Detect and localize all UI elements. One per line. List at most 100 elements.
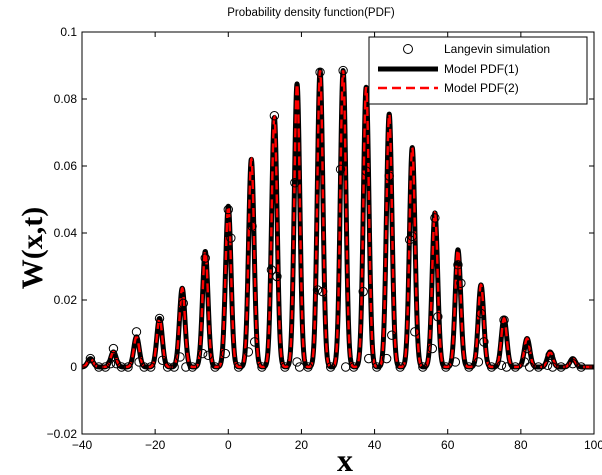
y-tick-label: 0.06 — [54, 159, 78, 173]
langevin-marker — [576, 362, 586, 372]
langevin-marker — [303, 362, 313, 372]
langevin-marker — [181, 362, 191, 372]
langevin-marker — [111, 358, 122, 369]
langevin-marker — [131, 327, 142, 337]
langevin-marker — [108, 343, 119, 354]
x-tick-label: 0 — [225, 438, 232, 452]
langevin-marker — [100, 362, 111, 372]
langevin-marker — [290, 178, 300, 188]
langevin-marker — [522, 343, 532, 354]
langevin-marker — [453, 260, 463, 270]
langevin-marker — [249, 337, 260, 347]
y-axis-label-group: W(x,t) — [16, 207, 49, 289]
langevin-marker — [223, 204, 233, 215]
langevin-marker — [364, 353, 374, 364]
y-tick-label: 0.04 — [54, 226, 78, 240]
langevin-marker — [325, 362, 336, 372]
x-tick-label: −20 — [145, 438, 166, 452]
series-model-pdf2-line — [82, 70, 594, 369]
langevin-marker — [464, 362, 474, 372]
langevin-marker — [220, 348, 231, 359]
legend-entry-label: Langevin simulation — [444, 42, 550, 56]
langevin-marker — [395, 362, 405, 372]
y-tick-label: 0.08 — [54, 92, 78, 106]
langevin-marker — [315, 67, 325, 77]
y-tick-label: 0 — [70, 360, 77, 374]
langevin-marker — [187, 362, 198, 372]
langevin-marker — [358, 286, 368, 297]
data-layer — [82, 65, 594, 372]
y-tick-label: −0.02 — [47, 427, 78, 441]
legend: Langevin simulation Model PDF(1) Model PDF… — [368, 36, 588, 105]
langevin-marker — [340, 362, 351, 372]
langevin-marker — [85, 353, 96, 364]
x-axis-label: x — [337, 442, 353, 475]
langevin-marker — [338, 65, 348, 76]
langevin-marker — [139, 362, 149, 372]
langevin-marker — [387, 330, 397, 340]
langevin-marker — [178, 298, 189, 309]
langevin-marker — [157, 355, 168, 365]
langevin-marker — [407, 231, 417, 242]
langevin-marker — [226, 233, 236, 243]
langevin-marker — [404, 235, 415, 245]
x-tick-label: 100 — [584, 438, 602, 452]
langevin-marker — [272, 271, 282, 282]
langevin-marker — [473, 357, 484, 367]
y-tick-label: 0.1 — [60, 25, 77, 39]
langevin-marker — [210, 362, 220, 372]
langevin-marker — [479, 337, 489, 347]
legend-entry-label: Model PDF(2) — [444, 81, 519, 95]
langevin-marker — [247, 221, 257, 232]
langevin-marker — [294, 362, 305, 372]
langevin-marker — [105, 358, 116, 369]
langevin-marker — [269, 111, 280, 121]
langevin-marker — [203, 350, 213, 360]
langevin-marker — [410, 327, 420, 337]
langevin-marker — [312, 285, 323, 295]
langevin-marker — [496, 360, 507, 371]
langevin-marker — [123, 362, 133, 372]
langevin-marker — [568, 358, 578, 369]
langevin-marker — [280, 362, 290, 372]
langevin-marker — [556, 362, 566, 372]
langevin-marker — [430, 213, 440, 223]
langevin-marker — [169, 362, 179, 372]
x-tick-label: 40 — [368, 438, 382, 452]
langevin-marker — [433, 312, 443, 322]
langevin-marker — [134, 357, 144, 367]
x-tick-label: 60 — [441, 438, 455, 452]
langevin-marker — [94, 362, 104, 372]
langevin-marker — [200, 253, 210, 263]
langevin-marker — [257, 362, 267, 372]
langevin-marker — [545, 350, 555, 360]
langevin-marker — [519, 357, 530, 367]
langevin-marker — [162, 362, 173, 372]
y-tick-label: 0.02 — [54, 293, 78, 307]
langevin-marker — [450, 357, 461, 367]
chart-title: Probability density function(PDF) — [227, 7, 395, 19]
langevin-marker — [542, 360, 553, 371]
x-tick-label: 20 — [295, 438, 309, 452]
legend-entry-label: Model PDF(1) — [444, 62, 519, 76]
langevin-marker — [381, 353, 392, 364]
axes: −40 −20 0 20 40 60 80 100 −0.02 0 0.02 0.04 0.06 0.08… — [47, 25, 602, 452]
langevin-marker — [292, 357, 302, 367]
langevin-marker — [175, 352, 185, 362]
langevin-marker — [372, 362, 382, 372]
langevin-marker — [427, 343, 438, 354]
langevin-marker — [154, 313, 165, 324]
langevin-marker — [349, 362, 359, 372]
x-tick-label: −40 — [72, 438, 93, 452]
langevin-marker — [335, 164, 346, 175]
langevin-marker — [317, 286, 328, 297]
langevin-marker — [243, 347, 254, 357]
langevin-marker — [361, 166, 371, 176]
legend-marker-langevin — [403, 44, 413, 54]
langevin-marker — [456, 278, 466, 288]
langevin-marker — [197, 348, 208, 359]
langevin-marker — [116, 362, 127, 372]
y-axis-label: W(x,t) — [16, 207, 49, 289]
langevin-marker — [533, 362, 544, 372]
langevin-marker — [510, 362, 521, 372]
